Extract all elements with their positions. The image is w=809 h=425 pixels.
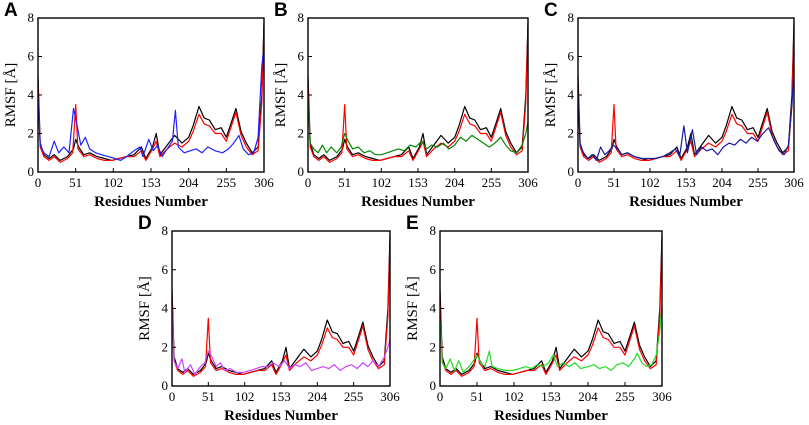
x-tick-label: 51 — [202, 389, 215, 404]
y-tick-label: 6 — [162, 262, 169, 277]
y-tick-label: 4 — [298, 87, 305, 102]
x-tick-label: 0 — [169, 389, 176, 404]
x-axis-title: Residues Number — [94, 194, 208, 210]
x-tick-label: 306 — [254, 175, 274, 190]
y-tick-label: 6 — [298, 49, 305, 64]
x-tick-label: 204 — [179, 175, 199, 190]
y-tick-label: 8 — [162, 223, 169, 238]
y-tick-label: 0 — [298, 164, 305, 179]
panel-A: A 0 51 102 153 204 255 306 0 2 4 6 8 Residues Number R… — [3, 0, 274, 210]
y-tick-label: 2 — [430, 339, 437, 354]
series-line-black — [172, 234, 390, 375]
y-tick-label: 0 — [28, 164, 35, 179]
x-tick-label: 0 — [575, 175, 582, 190]
x-axis-title: Residues Number — [224, 408, 338, 424]
series-line-green — [308, 98, 528, 156]
x-tick-label: 0 — [437, 389, 444, 404]
series-line-red — [440, 240, 662, 377]
series-line-violet — [172, 308, 390, 375]
series-line-black — [38, 21, 264, 161]
x-tick-label: 255 — [482, 175, 502, 190]
x-tick-label: 0 — [35, 175, 42, 190]
x-tick-label: 153 — [541, 389, 561, 404]
series-line-black — [308, 21, 528, 161]
x-tick-label: 153 — [141, 175, 161, 190]
x-tick-label: 102 — [235, 389, 255, 404]
y-tick-label: 2 — [568, 126, 575, 141]
x-axis-title: Residues Number — [361, 194, 475, 210]
panel-E: E 0 51 102 153 204 255 306 0 2 4 6 8 Residues Number R… — [405, 213, 672, 424]
x-tick-label: 153 — [408, 175, 428, 190]
x-tick-label: 51 — [69, 175, 82, 190]
series-line-navy — [578, 66, 794, 161]
series-line-blue — [38, 46, 264, 161]
panel-letter: A — [4, 0, 18, 21]
series-line-red — [308, 27, 528, 163]
x-tick-label: 102 — [372, 175, 392, 190]
x-tick-label: 204 — [712, 175, 732, 190]
x-tick-label: 204 — [445, 175, 465, 190]
x-tick-label: 204 — [578, 389, 598, 404]
y-tick-label: 6 — [28, 49, 35, 64]
y-tick-label: 0 — [162, 378, 169, 393]
y-tick-label: 2 — [298, 126, 305, 141]
y-tick-label: 6 — [568, 49, 575, 64]
x-axis-title: Residues Number — [494, 408, 608, 424]
x-tick-label: 255 — [748, 175, 768, 190]
y-axis-title: RMSF [Å] — [273, 63, 289, 128]
x-tick-label: 204 — [308, 389, 328, 404]
y-tick-label: 4 — [430, 301, 437, 316]
y-tick-label: 8 — [28, 10, 35, 25]
y-tick-label: 8 — [568, 10, 575, 25]
y-tick-label: 0 — [568, 164, 575, 179]
panel-D: D 0 51 102 153 204 255 306 0 2 4 6 8 Residues Number R… — [137, 213, 400, 424]
x-tick-label: 306 — [380, 389, 400, 404]
y-axis-title: RMSF [Å] — [405, 276, 421, 341]
x-tick-label: 255 — [217, 175, 237, 190]
panel-letter: B — [274, 0, 288, 21]
x-tick-label: 306 — [784, 175, 804, 190]
y-tick-label: 2 — [28, 126, 35, 141]
x-tick-label: 51 — [338, 175, 351, 190]
x-tick-label: 102 — [504, 389, 524, 404]
y-axis-title: RMSF [Å] — [543, 63, 559, 128]
x-tick-label: 306 — [518, 175, 538, 190]
series-line-red — [38, 27, 264, 163]
y-axis-title: RMSF [Å] — [137, 276, 153, 341]
x-tick-label: 102 — [104, 175, 124, 190]
series-line-green — [440, 304, 662, 373]
x-tick-label: 51 — [608, 175, 621, 190]
panel-B: B 0 51 102 153 204 255 306 0 2 4 6 8 Residues Number R… — [273, 0, 538, 210]
y-tick-label: 6 — [430, 262, 437, 277]
panel-letter: E — [406, 213, 419, 234]
y-tick-label: 8 — [298, 10, 305, 25]
y-tick-label: 0 — [430, 378, 437, 393]
x-tick-label: 255 — [344, 389, 364, 404]
x-tick-label: 153 — [676, 175, 696, 190]
y-axis-title: RMSF [Å] — [3, 63, 19, 128]
x-tick-label: 255 — [615, 389, 635, 404]
y-tick-label: 4 — [28, 87, 35, 102]
y-tick-label: 4 — [568, 87, 575, 102]
y-tick-label: 8 — [430, 223, 437, 238]
x-axis-title: Residues Number — [629, 194, 743, 210]
x-tick-label: 0 — [305, 175, 312, 190]
y-tick-label: 4 — [162, 301, 169, 316]
series-line-red — [172, 240, 390, 377]
x-tick-label: 51 — [471, 389, 484, 404]
panel-C: C 0 51 102 153 204 255 306 0 2 4 6 8 Residues Number R… — [543, 0, 804, 210]
x-tick-label: 102 — [640, 175, 660, 190]
series-line-black — [440, 234, 662, 375]
x-tick-label: 306 — [652, 389, 672, 404]
y-tick-label: 2 — [162, 339, 169, 354]
panel-letter: D — [138, 213, 152, 234]
panel-letter: C — [544, 0, 558, 21]
x-tick-label: 153 — [271, 389, 291, 404]
